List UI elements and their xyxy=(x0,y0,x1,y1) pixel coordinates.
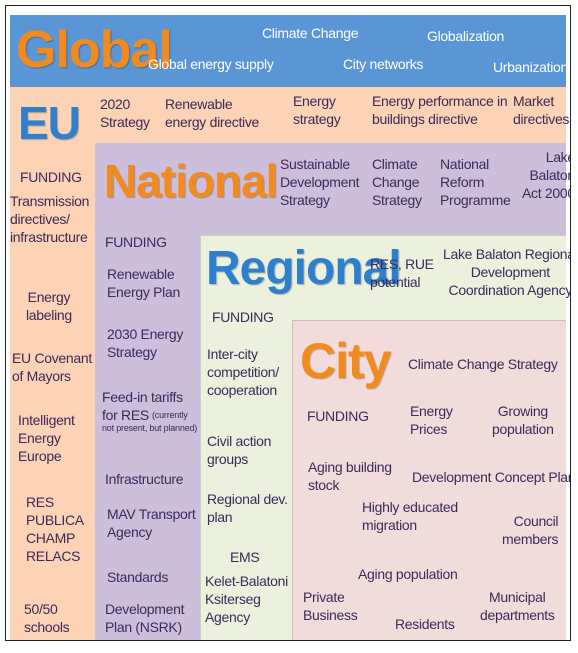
national-note: (currently not present, but planned) xyxy=(102,410,198,433)
city-item: Highly educated migration xyxy=(362,499,458,533)
national-item: Sustainable Development Strategy xyxy=(280,156,360,208)
eu-item: Intelligent Energy Europe xyxy=(18,412,75,464)
city-item: Energy Prices xyxy=(410,403,453,437)
regional-item: Inter-city competition/ cooperation xyxy=(207,346,279,398)
city-item: Growing population xyxy=(492,403,554,437)
eu-item: EU Covenant of Mayors xyxy=(12,350,92,384)
regional-item: FUNDING xyxy=(212,309,274,325)
city-item: FUNDING xyxy=(307,408,369,424)
city-item: Aging population xyxy=(358,566,458,582)
eu-item: Transmission directives/ infrastructure xyxy=(10,193,90,245)
regional-item: Regional dev. plan xyxy=(207,491,288,525)
regional-item: EMS xyxy=(230,549,260,565)
eu-item: FUNDING xyxy=(20,169,82,185)
city-item: Development Concept Plan xyxy=(412,469,571,485)
national-item: National Reform Programme xyxy=(440,156,511,208)
national-item: Development Plan (NSRK) xyxy=(105,601,185,635)
city-item: Aging building stock xyxy=(308,459,392,493)
eu-item: RES PUBLICA CHAMP RELACS xyxy=(26,494,84,564)
national-item: FUNDING xyxy=(105,234,167,250)
global-item: Urbanization xyxy=(493,59,568,75)
global-item: Climate Change xyxy=(262,25,359,41)
regional-item: Lake Balaton Regional Development Coordi… xyxy=(443,246,571,298)
national-item: Standards xyxy=(107,569,169,585)
national-item: Feed-in tariffs for RES xyxy=(102,389,183,423)
global-item: City networks xyxy=(343,56,424,72)
global-item: Globalization xyxy=(427,28,505,44)
regional-title: Regional xyxy=(206,242,402,295)
regional-item: Kelet-Balatoni Ksiterseg Agency xyxy=(205,573,288,625)
city-title: City xyxy=(300,333,391,389)
city-layer xyxy=(292,320,566,640)
city-item: Residents xyxy=(395,616,455,632)
city-item: Private Business xyxy=(303,589,358,623)
eu-item: Market directives xyxy=(513,93,570,127)
national-item: Renewable Energy Plan xyxy=(107,266,180,300)
global-title: Global xyxy=(16,21,173,79)
eu-item: 50/50 schools xyxy=(24,601,70,635)
eu-title: EU xyxy=(18,97,81,149)
eu-item: Renewable energy directive xyxy=(165,96,260,130)
global-layer xyxy=(10,15,566,87)
eu-item: Energy performance in buildings directiv… xyxy=(372,93,508,127)
national-item: 2030 Energy Strategy xyxy=(107,326,184,360)
eu-item: 2020 Strategy xyxy=(100,96,150,130)
national-item: Lake Balaton Act 2000 xyxy=(522,149,571,201)
regional-item: RES, RUE potential xyxy=(370,256,434,290)
national-item: Infrastructure xyxy=(105,471,184,487)
eu-item: Energy labeling xyxy=(26,289,72,323)
global-item: Global energy supply xyxy=(148,56,274,72)
city-item: Municipal departments xyxy=(480,589,555,623)
national-title: National xyxy=(104,155,278,207)
city-item: Council members xyxy=(502,513,559,547)
diagram: Global Climate Change Globalization Glob… xyxy=(5,5,571,641)
national-item: MAV Transport Agency xyxy=(107,506,196,540)
eu-item: Energy strategy xyxy=(293,93,341,127)
national-item: Climate Change Strategy xyxy=(372,156,422,208)
regional-item: Civil action groups xyxy=(207,433,272,467)
city-item: Climate Change Strategy xyxy=(408,356,558,372)
